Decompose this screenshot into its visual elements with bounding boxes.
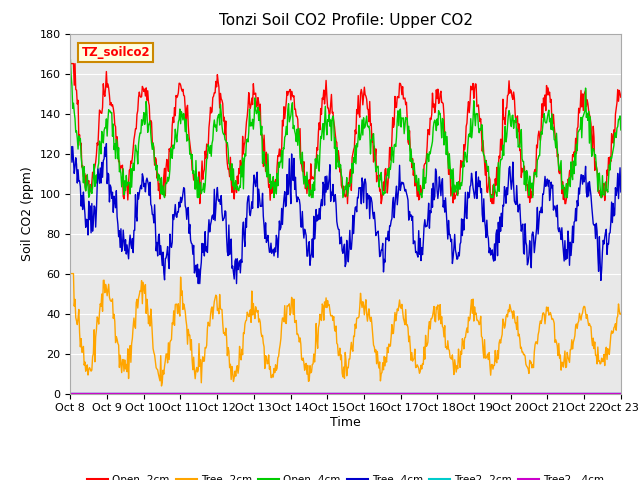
Legend: Open -2cm, Tree -2cm, Open -4cm, Tree -4cm, Tree2 -2cm, Tree2 - 4cm: Open -2cm, Tree -2cm, Open -4cm, Tree -4… bbox=[83, 471, 608, 480]
X-axis label: Time: Time bbox=[330, 416, 361, 429]
Y-axis label: Soil CO2 (ppm): Soil CO2 (ppm) bbox=[21, 166, 34, 261]
Text: TZ_soilco2: TZ_soilco2 bbox=[81, 46, 150, 59]
Title: Tonzi Soil CO2 Profile: Upper CO2: Tonzi Soil CO2 Profile: Upper CO2 bbox=[219, 13, 472, 28]
